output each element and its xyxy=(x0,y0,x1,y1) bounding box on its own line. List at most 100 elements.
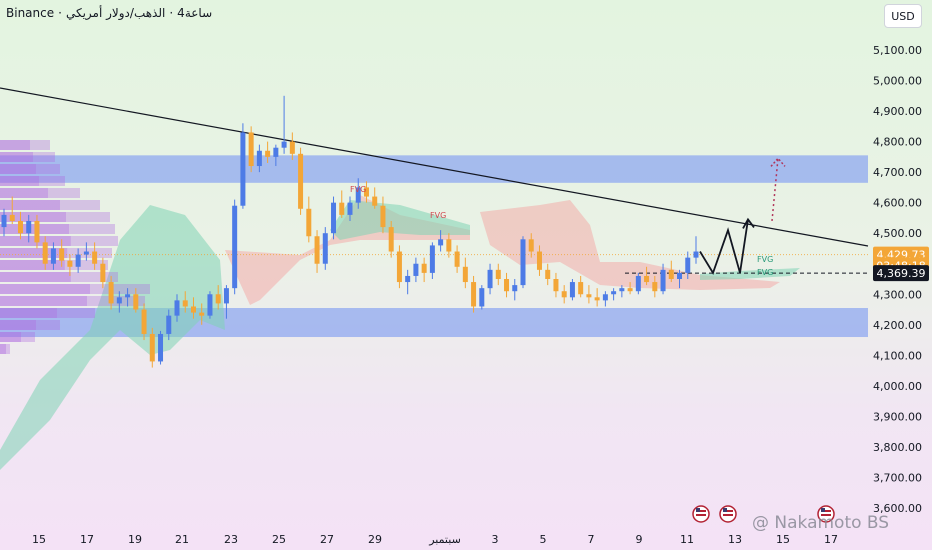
annotations-layer: FVG FVG FVG FVG xyxy=(350,157,786,277)
candle-body xyxy=(561,291,567,298)
us-flag-event-icon xyxy=(719,505,737,523)
time-tick-label: 3 xyxy=(492,533,499,546)
volume-profile-bar-inner xyxy=(0,176,39,186)
candle-body xyxy=(553,279,559,292)
volume-profile-bar-inner xyxy=(0,284,90,294)
currency-button[interactable]: USD xyxy=(884,4,922,28)
candle-body xyxy=(355,187,361,203)
flag-stripe xyxy=(696,514,706,516)
us-flag-event-icon xyxy=(817,505,835,523)
flag-stripe xyxy=(821,510,831,512)
ichimoku-cloud-green-3 xyxy=(700,268,800,280)
volume-profile-bar-inner xyxy=(0,164,36,174)
candle-body xyxy=(619,288,625,292)
price-tick-label: 3,700.00 xyxy=(873,471,922,484)
candle-body xyxy=(17,220,23,234)
flag-canton xyxy=(723,508,727,512)
time-tick-label: 15 xyxy=(776,533,790,546)
candle-body xyxy=(125,294,131,298)
volume-profile-bar xyxy=(0,224,115,234)
time-tick-label: 15 xyxy=(32,533,46,546)
candle-body xyxy=(512,285,518,292)
volume-profile-bar-inner xyxy=(0,260,65,270)
header-separator: · xyxy=(58,6,62,20)
candle-body xyxy=(594,297,600,301)
candle-body xyxy=(429,245,435,273)
header-separator-2: · xyxy=(169,6,174,20)
flag-stripe xyxy=(723,510,733,512)
candle-body xyxy=(1,214,7,228)
ichimoku-cloud-green-2 xyxy=(330,200,470,240)
watermark: @ Nakamoto BS xyxy=(752,513,889,533)
volume-profile-bar xyxy=(0,284,150,294)
candle-body xyxy=(652,282,658,292)
volume-profile-bar xyxy=(0,200,100,210)
candle-body xyxy=(314,236,320,264)
volume-profile-bar-inner xyxy=(0,296,87,306)
price-tick-label: 4,700.00 xyxy=(873,166,922,179)
candle-body xyxy=(133,294,139,310)
candle-body xyxy=(446,239,452,252)
time-tick-label: 17 xyxy=(80,533,94,546)
candle-body xyxy=(223,288,229,304)
candle-body xyxy=(520,239,526,286)
price-tick-label: 4,600.00 xyxy=(873,197,922,210)
candle-body xyxy=(471,282,477,307)
fvg-label: FVG xyxy=(430,211,446,220)
candle-body xyxy=(611,291,617,295)
candle-body xyxy=(331,202,337,234)
target-dotted-arrow xyxy=(770,157,786,167)
symbol-name: الذهب/دولار أمريكي xyxy=(65,6,166,20)
flag-canton xyxy=(696,508,700,512)
interval-label: 4ساعة xyxy=(177,6,213,20)
volume-profile-bar xyxy=(0,164,60,174)
candle-body xyxy=(92,251,98,264)
candle-body xyxy=(388,227,394,252)
trendline-layer xyxy=(0,87,869,274)
volume-profile-bar xyxy=(0,308,95,318)
time-tick-label: 5 xyxy=(540,533,547,546)
volume-profile-bar xyxy=(0,152,55,162)
candle-body xyxy=(174,300,180,316)
descending-trendline xyxy=(0,87,869,247)
time-tick-label: 23 xyxy=(224,533,238,546)
time-tick-label: 13 xyxy=(728,533,742,546)
candle-body xyxy=(438,239,444,246)
candle-body xyxy=(248,132,254,167)
candle-body xyxy=(569,282,575,298)
candle-body xyxy=(545,269,551,279)
volume-profile-bar-inner xyxy=(0,320,36,330)
candle-body xyxy=(528,239,534,252)
volume-profile-bar xyxy=(0,344,10,354)
flag-stripe xyxy=(821,514,831,516)
volume-profile-bar-inner xyxy=(0,200,60,210)
price-tick-label: 4,100.00 xyxy=(873,349,922,362)
candle-body xyxy=(685,257,691,273)
candle-body xyxy=(504,279,510,292)
candle-body xyxy=(149,333,155,362)
candle-body xyxy=(536,251,542,270)
time-tick-label: 9 xyxy=(636,533,643,546)
time-tick-label: سبتمبر xyxy=(428,533,461,546)
time-tick-label: 27 xyxy=(320,533,334,546)
volume-profile-bar xyxy=(0,332,35,342)
flag-stripe xyxy=(723,514,733,516)
candle-body xyxy=(199,312,205,316)
resistance-zone xyxy=(0,155,868,183)
candle-body xyxy=(83,251,89,255)
projection-path xyxy=(699,219,749,275)
candle-body xyxy=(190,306,196,313)
candle-body xyxy=(635,275,641,292)
price-tick-label: 5,100.00 xyxy=(873,44,922,57)
volume-profile-bar xyxy=(0,260,108,270)
volume-profile-bar-inner xyxy=(0,152,33,162)
price-tick-label: 4,300.00 xyxy=(873,288,922,301)
candle-body xyxy=(166,315,172,334)
symbol-header[interactable]: Binance · الذهب/دولار أمريكي · 4ساعة xyxy=(6,6,212,20)
candle-body xyxy=(363,187,369,197)
time-tick-label: 29 xyxy=(368,533,382,546)
candle-body xyxy=(141,309,147,334)
price-tick-label: 4,000.00 xyxy=(873,380,922,393)
time-tick-label: 17 xyxy=(824,533,838,546)
